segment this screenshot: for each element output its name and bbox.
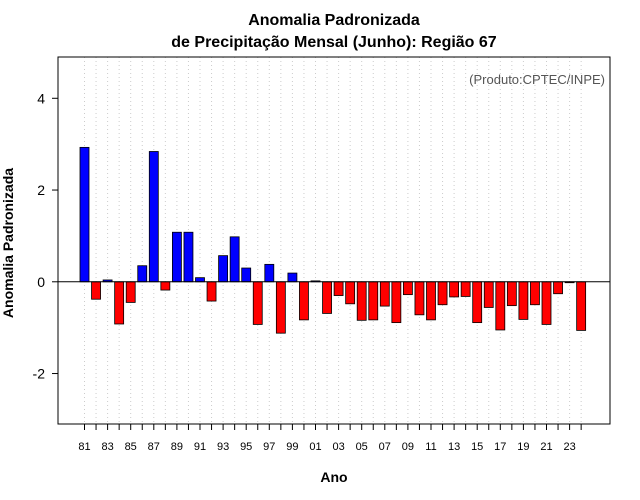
bar-2016 [483, 281, 494, 308]
x-tick-label: 05 [356, 441, 368, 453]
bar-2012 [437, 281, 448, 306]
bar-2009 [402, 281, 413, 296]
x-tick-label: 95 [240, 441, 252, 453]
x-axis: 81 83 85 87 89 91 93 95 97 99 01 03 05 07 09 11 13 15 17 19… [78, 424, 582, 453]
x-tick-label: 81 [78, 441, 90, 453]
x-tick-label: 01 [309, 441, 321, 453]
y-tick-label: 0 [37, 274, 45, 290]
bar-2017 [495, 281, 506, 331]
bar-2015 [472, 281, 483, 324]
bar-1990 [183, 231, 194, 283]
x-tick-label: 97 [263, 441, 275, 453]
x-tick-label: 15 [471, 441, 483, 453]
bar-1989 [171, 231, 182, 283]
bar-2021 [541, 281, 552, 325]
bar-1992 [206, 281, 217, 302]
x-tick-label: 89 [171, 441, 183, 453]
bar-1994 [229, 236, 240, 283]
x-tick-label: 91 [194, 441, 206, 453]
bar-1995 [241, 267, 252, 283]
bars [79, 146, 587, 334]
bar-2018 [506, 281, 517, 307]
x-tick-label: 11 [425, 441, 436, 453]
plot-frame [57, 56, 611, 425]
x-tick-label: 09 [402, 441, 414, 453]
bar-2011 [426, 281, 436, 321]
bar-2020 [530, 281, 540, 306]
bar-2010 [414, 281, 425, 316]
y-axis: 4 2 0 -2 [33, 90, 58, 382]
x-tick-label: 19 [517, 441, 529, 453]
bar-2003 [333, 281, 344, 296]
bar-1982 [91, 281, 101, 300]
bar-1988 [160, 281, 171, 291]
x-tick-label: 93 [217, 441, 229, 453]
x-tick-label: 85 [125, 441, 137, 453]
source-annotation: (Produto:CPTEC/INPE) [469, 72, 605, 87]
bar-1985 [125, 281, 136, 303]
chart-title-line1: Anomalia Padronizada [248, 12, 420, 29]
x-tick-label: 07 [379, 441, 391, 453]
bar-2007 [379, 281, 390, 307]
y-tick-label: 2 [37, 182, 45, 198]
bar-1984 [114, 281, 125, 325]
bar-1981 [79, 146, 90, 283]
bar-1993 [218, 255, 229, 283]
bar-1997 [264, 263, 275, 283]
chart-title-line2: de Precipitação Mensal (Junho): Região 6… [171, 34, 497, 51]
bar-1999 [287, 272, 298, 283]
bar-2019 [518, 281, 529, 320]
bar-1998 [275, 281, 286, 334]
bar-1986 [137, 265, 148, 283]
x-axis-label: Ano [320, 469, 347, 485]
grid-lines [84, 57, 582, 424]
x-tick-label: 87 [148, 441, 160, 453]
bar-2000 [299, 281, 309, 321]
y-tick-label: -2 [33, 366, 46, 382]
bar-1987 [148, 151, 159, 283]
bar-2002 [322, 281, 332, 314]
x-tick-label: 99 [286, 441, 298, 453]
bar-2022 [553, 281, 563, 295]
x-tick-label: 83 [101, 441, 113, 453]
bar-2004 [345, 281, 356, 305]
bar-2006 [368, 281, 379, 321]
bar-1996 [252, 281, 263, 325]
x-tick-label: 23 [563, 441, 575, 453]
bar-2013 [449, 281, 460, 298]
x-tick-label: 03 [332, 441, 344, 453]
x-tick-label: 21 [540, 441, 552, 453]
bar-1991 [195, 277, 205, 283]
bar-2014 [460, 281, 471, 297]
y-tick-label: 4 [37, 90, 45, 106]
bar-2008 [391, 281, 402, 324]
x-tick-label: 13 [448, 441, 460, 453]
bar-2005 [356, 281, 367, 321]
bar-2024 [576, 281, 587, 331]
x-tick-label: 17 [494, 441, 506, 453]
y-axis-label: Anomalia Padronizada [0, 168, 16, 318]
